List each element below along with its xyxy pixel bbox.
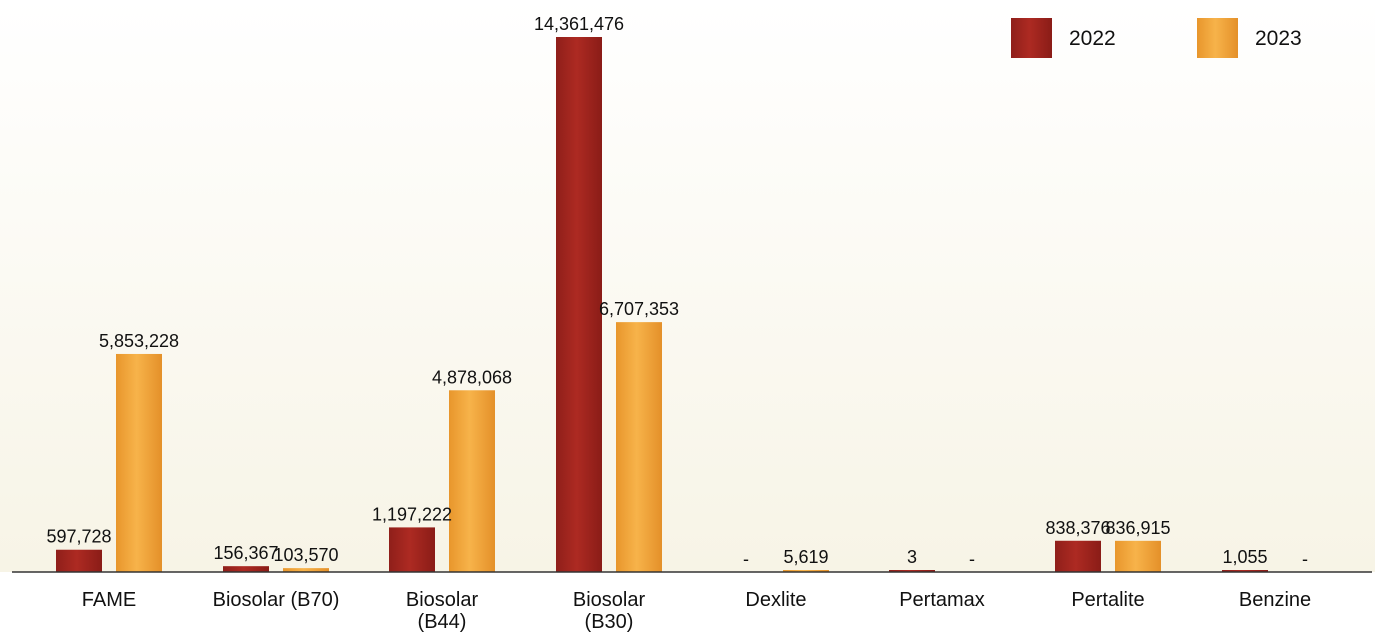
data-label-2022-4: - [743, 549, 749, 569]
data-label-2022-2: 1,197,222 [372, 504, 452, 524]
category-label-4: Dexlite [745, 589, 806, 611]
data-label-2023-1: 103,570 [273, 545, 338, 565]
bar-2023-4 [783, 570, 829, 572]
category-label-0: FAME [82, 589, 136, 611]
category-label-3: Biosolar (B30) [573, 589, 646, 633]
data-label-2023-3: 6,707,353 [599, 299, 679, 319]
category-label-6: Pertalite [1071, 589, 1144, 611]
legend-swatch-2022 [1011, 18, 1052, 58]
data-label-2022-7: 1,055 [1222, 547, 1267, 567]
category-label-7: Benzine [1239, 589, 1311, 611]
plot-background [0, 0, 1375, 572]
data-label-2023-6: 836,915 [1105, 518, 1170, 538]
data-label-2023-2: 4,878,068 [432, 367, 512, 387]
legend-swatch-2023 [1197, 18, 1238, 58]
data-label-2023-7: - [1302, 549, 1308, 569]
bar-2022-7 [1222, 570, 1268, 572]
bar-2022-5 [889, 570, 935, 572]
bar-2022-3 [556, 37, 602, 572]
bar-2023-2 [449, 390, 495, 572]
category-label-1: Biosolar (B70) [213, 589, 340, 611]
bar-2023-0 [116, 353, 162, 572]
data-label-2022-3: 14,361,476 [534, 14, 624, 34]
bar-2023-3 [616, 322, 662, 572]
legend-label-2022: 2022 [1069, 27, 1116, 50]
data-label-2022-0: 597,728 [46, 527, 111, 547]
category-label-2: Biosolar (B44) [406, 589, 479, 633]
bar-2023-6 [1115, 540, 1161, 572]
legend-label-2023: 2023 [1255, 27, 1302, 50]
category-label-5: Pertamax [899, 589, 985, 611]
bar-2023-1 [283, 568, 329, 572]
data-label-2022-1: 156,367 [213, 543, 278, 563]
data-label-2022-6: 838,376 [1045, 518, 1110, 538]
bar-2022-0 [56, 549, 102, 572]
data-label-2023-0: 5,853,228 [99, 331, 179, 351]
data-label-2023-5: - [969, 549, 975, 569]
bar-2022-1 [223, 566, 269, 572]
legend: 2022 2023 [1011, 18, 1302, 58]
bars-layer [56, 37, 1268, 572]
data-label-2023-4: 5,619 [783, 547, 828, 567]
category-labels-layer: FAME Biosolar (B70) Biosolar (B44) Biosolar(… [82, 589, 1311, 633]
bar-2022-6 [1055, 540, 1101, 572]
bar-2022-2 [389, 527, 435, 572]
data-label-2022-5: 3 [907, 547, 917, 567]
